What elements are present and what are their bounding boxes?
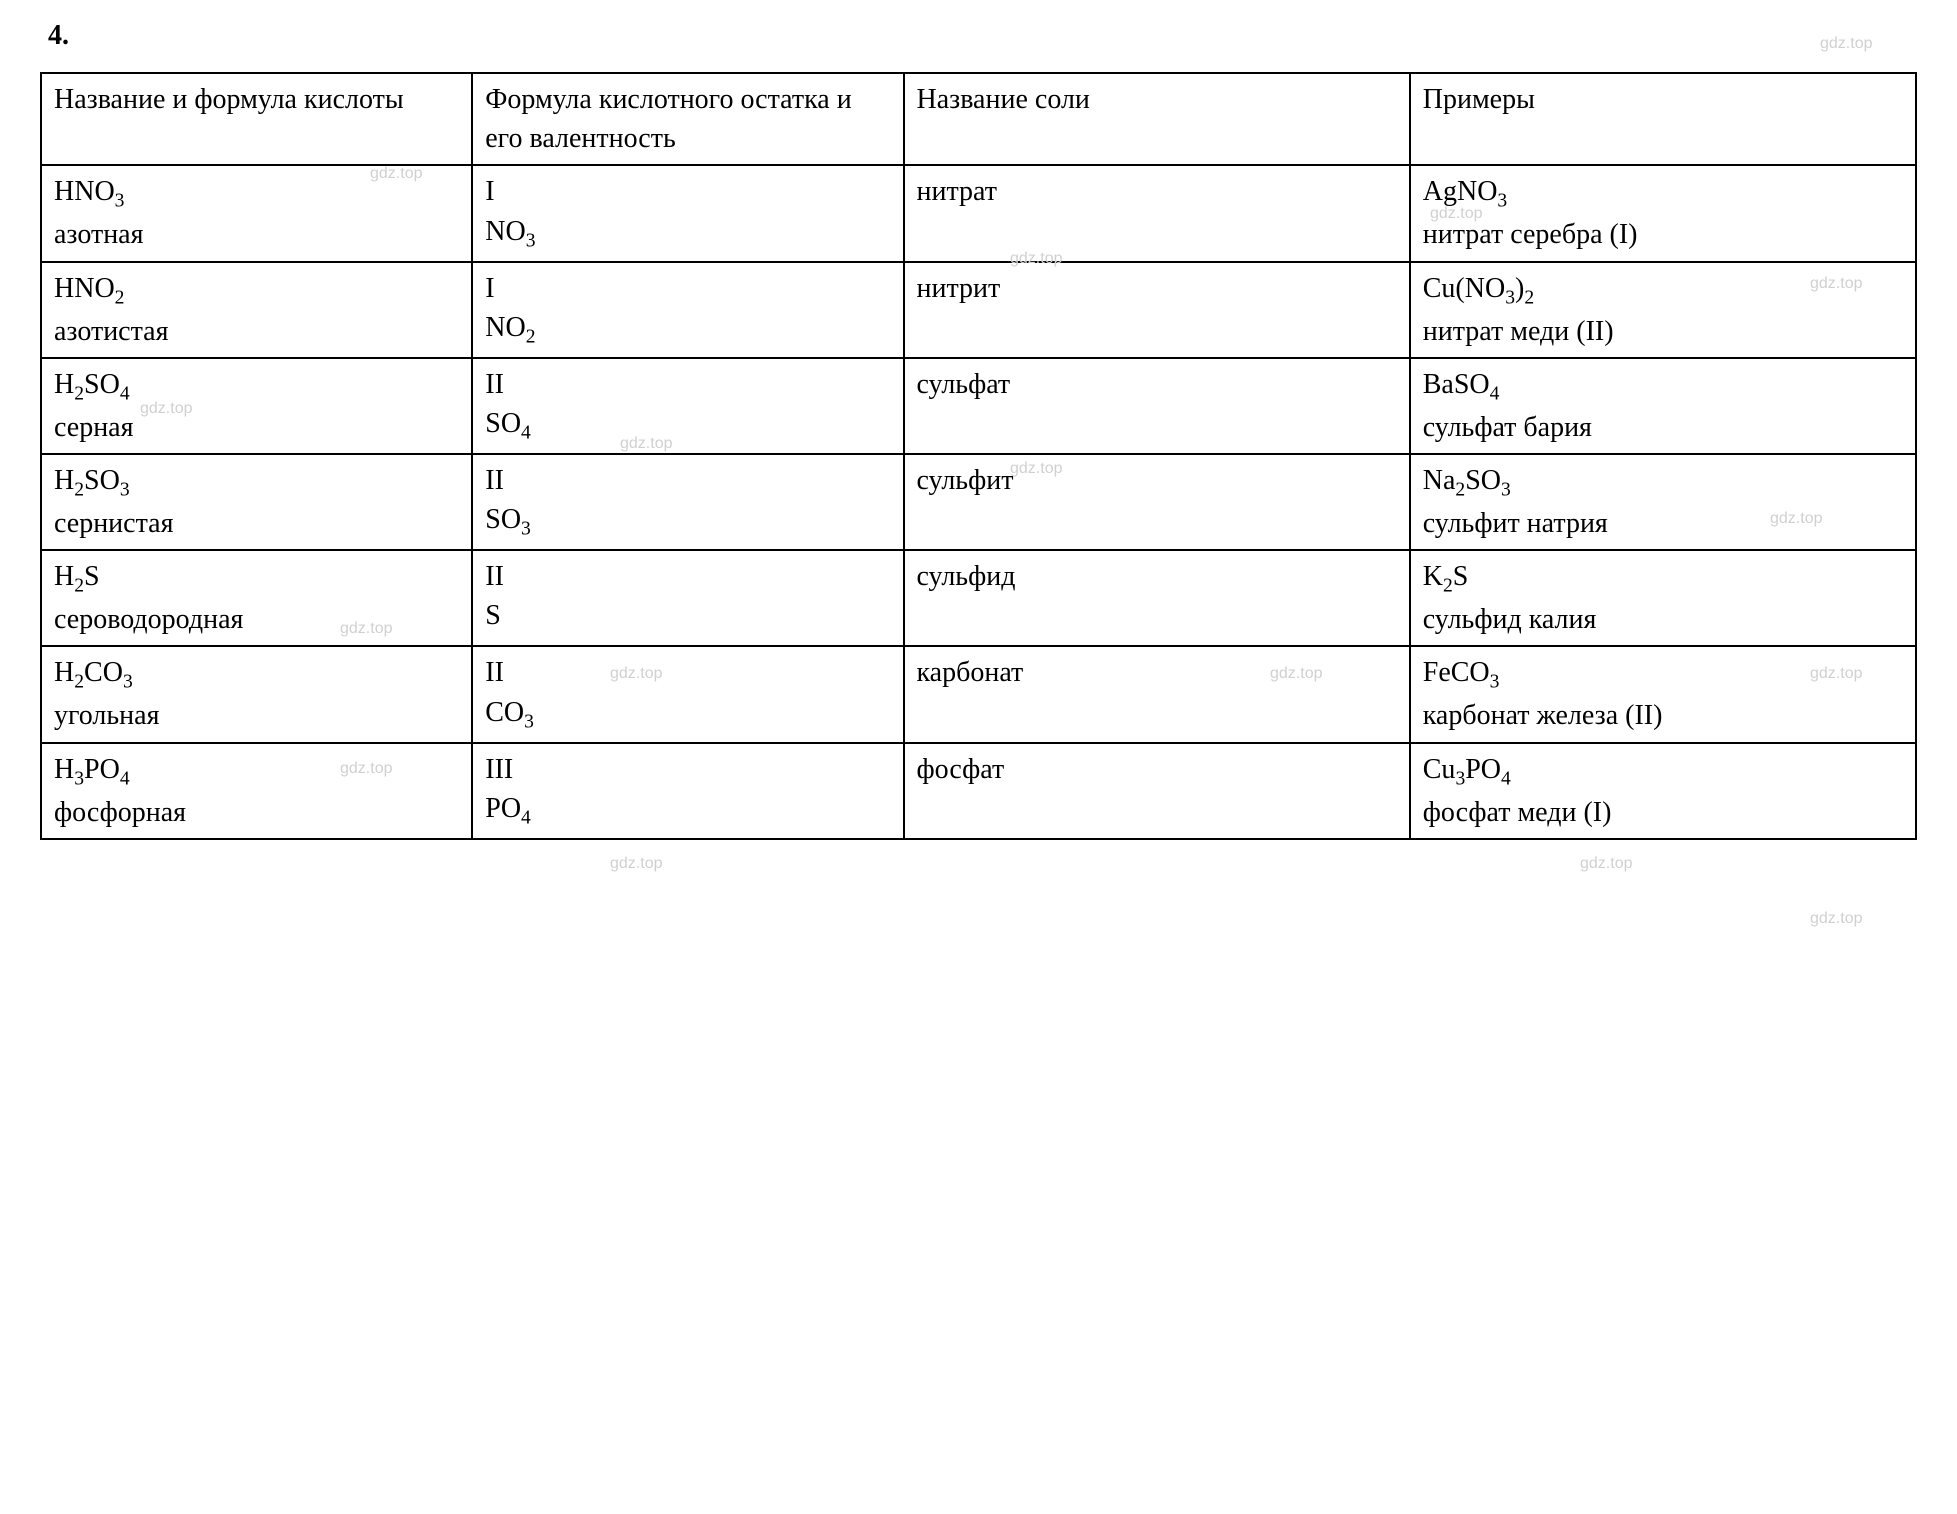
table-row: H2SсероводороднаяIISсульфидK2Sсульфид ка…: [41, 550, 1916, 646]
cell-example: AgNO3нитрат серебра (I): [1410, 165, 1916, 261]
table-row: H2CO3угольнаяIICO3карбонатFeCO3карбонат …: [41, 646, 1916, 742]
cell-acid: H2SO4серная: [41, 358, 472, 454]
cell-salt-name: карбонат: [904, 646, 1410, 742]
cell-residue: IIIPO4: [472, 743, 903, 839]
cell-example: Cu(NO3)2нитрат меди (II): [1410, 262, 1916, 358]
cell-example: FeCO3карбонат железа (II): [1410, 646, 1916, 742]
cell-acid: HNO3азотная: [41, 165, 472, 261]
cell-acid: HNO2азотистая: [41, 262, 472, 358]
cell-acid: H2Sсероводородная: [41, 550, 472, 646]
cell-salt-name: сульфит: [904, 454, 1410, 550]
cell-example: Cu3PO4фосфат меди (I): [1410, 743, 1916, 839]
watermark-text: gdz.top: [1580, 855, 1632, 873]
table-row: H3PO4фосфорнаяIIIPO4фосфатCu3PO4фосфат м…: [41, 743, 1916, 839]
cell-salt-name: сульфат: [904, 358, 1410, 454]
table-row: H2SO4сернаяIISO4сульфатBaSO4сульфат бари…: [41, 358, 1916, 454]
cell-example: K2Sсульфид калия: [1410, 550, 1916, 646]
header-cell-acid: Название и формула кислоты: [41, 73, 472, 165]
cell-residue: IISO4: [472, 358, 903, 454]
table-row: H2SO3сернистаяIISO3сульфитNa2SO3сульфит …: [41, 454, 1916, 550]
cell-residue: IICO3: [472, 646, 903, 742]
cell-salt-name: фосфат: [904, 743, 1410, 839]
table-row: HNO2азотистаяINO2нитритCu(NO3)2нитрат ме…: [41, 262, 1916, 358]
cell-salt-name: нитрат: [904, 165, 1410, 261]
watermark-text: gdz.top: [1810, 910, 1862, 928]
watermark-text: gdz.top: [610, 855, 662, 873]
chemistry-table: Название и формула кислоты Формула кисло…: [40, 72, 1917, 840]
problem-number: 4.: [40, 20, 1917, 52]
cell-example: Na2SO3сульфит натрия: [1410, 454, 1916, 550]
header-cell-residue: Формула кислотного остатка и его валентн…: [472, 73, 903, 165]
table-row: HNO3азотнаяINO3нитратAgNO3нитрат серебра…: [41, 165, 1916, 261]
cell-salt-name: сульфид: [904, 550, 1410, 646]
header-cell-salt: Название соли: [904, 73, 1410, 165]
cell-residue: INO3: [472, 165, 903, 261]
cell-residue: IIS: [472, 550, 903, 646]
table-header-row: Название и формула кислоты Формула кисло…: [41, 73, 1916, 165]
header-cell-examples: Примеры: [1410, 73, 1916, 165]
cell-acid: H2SO3сернистая: [41, 454, 472, 550]
cell-salt-name: нитрит: [904, 262, 1410, 358]
cell-residue: INO2: [472, 262, 903, 358]
cell-acid: H3PO4фосфорная: [41, 743, 472, 839]
cell-residue: IISO3: [472, 454, 903, 550]
cell-acid: H2CO3угольная: [41, 646, 472, 742]
cell-example: BaSO4сульфат бария: [1410, 358, 1916, 454]
